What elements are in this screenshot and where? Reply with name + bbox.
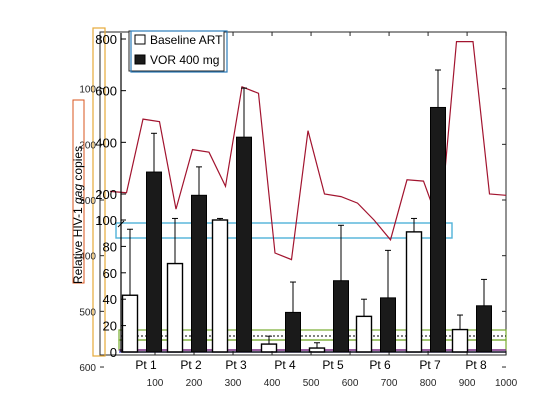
value-tick-label-100: 100: [95, 213, 117, 228]
legend-label-vor: VOR 400 mg: [150, 53, 219, 67]
bar-baseline-4: [260, 343, 278, 353]
legend-swatch-vor: [134, 54, 146, 65]
bar-vor-3: [236, 136, 252, 353]
bar-vor-1: [146, 171, 162, 353]
outer-x-tick-label-900: 900: [459, 378, 476, 389]
y-axis-label-box: [72, 99, 85, 284]
value-tick-label-40: 40: [103, 292, 117, 307]
outer-y-tick-label-300: 300: [79, 196, 96, 207]
outer-x-tick-label-500: 500: [303, 378, 320, 389]
legend-swatch-baseline: [134, 34, 146, 45]
category-label-3: Pt 3: [225, 358, 247, 372]
bar-vor-2: [191, 194, 207, 353]
value-tick-label-400: 400: [95, 135, 117, 150]
outer-x-tick-label-300: 300: [225, 378, 242, 389]
outer-x-tick-label-800: 800: [420, 378, 437, 389]
bar-baseline-2: [166, 262, 184, 353]
bar-vor-6: [380, 297, 396, 353]
category-label-5: Pt 5: [322, 358, 344, 372]
bar-vor-8: [476, 305, 492, 353]
category-label-8: Pt 8: [465, 358, 487, 372]
category-label-7: Pt 7: [419, 358, 441, 372]
bar-baseline-1: [121, 294, 139, 353]
value-tick-label-80: 80: [103, 239, 117, 254]
outer-y-tick-label-200: 200: [79, 140, 96, 151]
orange-overlay-box: [92, 27, 106, 357]
y-axis-label-text: Relative HIV-1 gag copies: [71, 146, 85, 284]
y-axis-label: Relative HIV-1 gag copies: [71, 99, 85, 284]
bar-vor-4: [285, 311, 301, 353]
outer-y-tick-label-400: 400: [79, 252, 96, 263]
outer-x-tick-label-700: 700: [381, 378, 398, 389]
outer-x-tick-label-400: 400: [264, 378, 281, 389]
legend-highlight: [130, 30, 228, 73]
outer-x-tick-label-200: 200: [186, 378, 203, 389]
bar-baseline-8: [451, 328, 469, 353]
outer-y-tick-label-100: 100: [79, 85, 96, 96]
legend: Baseline ART VOR 400 mg: [128, 30, 228, 73]
cyan-overlay-box: [115, 222, 453, 239]
axis-break-mark: [117, 220, 125, 228]
category-label-1: Pt 1: [135, 358, 157, 372]
bar-vor-5: [333, 280, 349, 353]
value-tick-label-200: 200: [95, 187, 117, 202]
bar-vor-7: [430, 106, 446, 353]
outer-x-tick-label-600: 600: [342, 378, 359, 389]
value-tick-label-600: 600: [95, 84, 117, 99]
category-label-6: Pt 6: [369, 358, 391, 372]
value-tick-label-60: 60: [103, 266, 117, 281]
bar-baseline-7: [405, 231, 423, 353]
outer-y-tick-label-500: 500: [79, 307, 96, 318]
outer-x-tick-label-1000: 1000: [495, 378, 518, 389]
category-label-2: Pt 2: [180, 358, 202, 372]
outer-x-tick-label-100: 100: [147, 378, 164, 389]
value-tick-label-0: 0: [110, 345, 117, 360]
value-tick-label-800: 800: [95, 32, 117, 47]
legend-label-baseline: Baseline ART: [150, 33, 223, 47]
value-tick-label-20: 20: [103, 319, 117, 334]
bar-baseline-3: [211, 219, 229, 353]
bar-baseline-6: [355, 315, 373, 353]
outer-y-tick-label-600: 600: [79, 363, 96, 374]
category-label-4: Pt 4: [274, 358, 296, 372]
